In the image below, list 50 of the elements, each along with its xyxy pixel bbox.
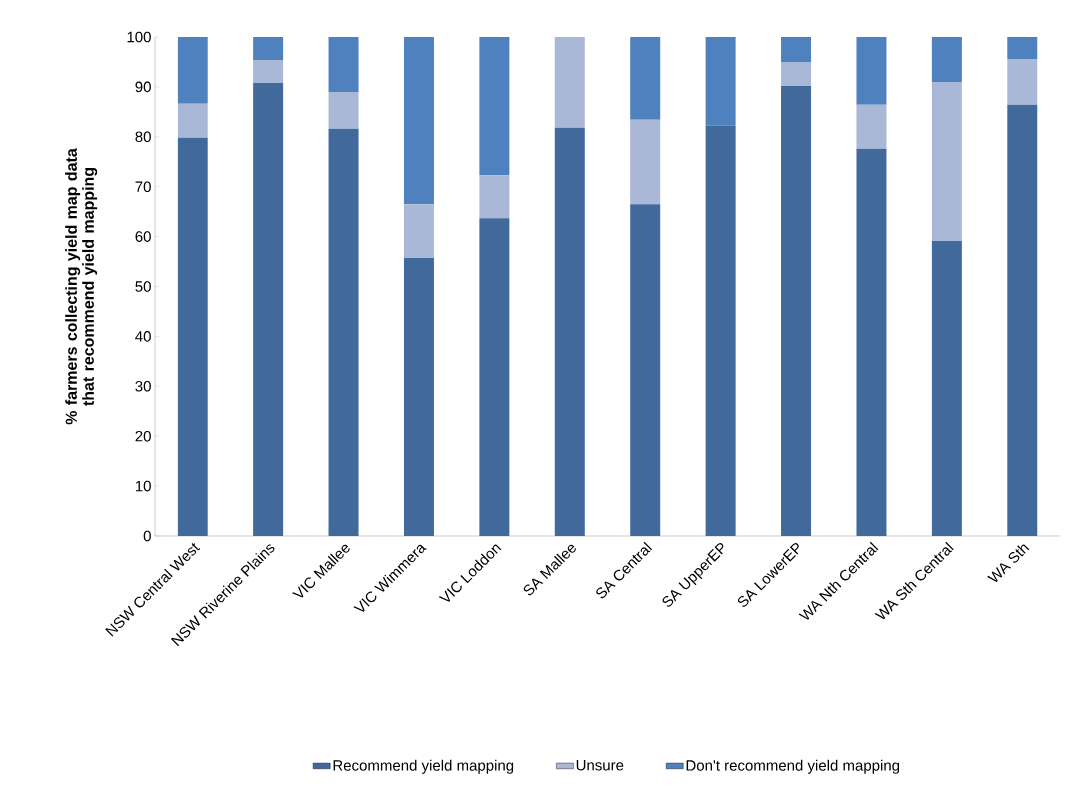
bar bbox=[253, 36, 284, 60]
bar bbox=[177, 103, 208, 138]
y-tick-label: 90 bbox=[135, 81, 151, 93]
bar bbox=[328, 36, 359, 92]
bar bbox=[856, 148, 887, 536]
bar bbox=[856, 36, 887, 105]
y-tick-label: 70 bbox=[135, 181, 151, 192]
y-tick-label: 100 bbox=[127, 31, 151, 43]
y-tick-label: 20 bbox=[135, 430, 151, 442]
bar bbox=[479, 175, 510, 219]
y-tick-label: 30 bbox=[135, 380, 151, 392]
bar bbox=[403, 204, 434, 259]
bar bbox=[705, 36, 736, 126]
bar bbox=[253, 59, 284, 83]
bar bbox=[403, 36, 434, 205]
bar bbox=[705, 125, 736, 536]
bar bbox=[931, 241, 962, 536]
bar bbox=[931, 36, 962, 82]
bar bbox=[781, 61, 812, 86]
bar bbox=[177, 36, 208, 104]
x-tick-label: WA Sth bbox=[987, 544, 1030, 583]
bar bbox=[554, 36, 585, 128]
y-axis-title: % farmers collecting yield map data that recommend yield mapping bbox=[65, 148, 98, 425]
bar bbox=[630, 36, 661, 120]
y-tick-label: 40 bbox=[135, 331, 151, 342]
bar bbox=[931, 81, 962, 242]
bar bbox=[630, 119, 661, 205]
bar bbox=[328, 91, 359, 129]
bar bbox=[781, 85, 812, 536]
bar bbox=[781, 36, 812, 62]
bar bbox=[1007, 104, 1038, 536]
legend-label: Unsure bbox=[576, 760, 624, 771]
bar bbox=[403, 258, 434, 536]
y-tick-label: 10 bbox=[135, 480, 151, 492]
bar bbox=[1007, 36, 1038, 59]
y-tick-label: 60 bbox=[135, 231, 151, 242]
legend-label: Don't recommend yield mapping bbox=[686, 759, 900, 774]
bar bbox=[1007, 58, 1038, 105]
y-tick-label: 50 bbox=[135, 281, 151, 292]
bar bbox=[554, 127, 585, 536]
y-tick-label: 0 bbox=[143, 530, 151, 542]
bar bbox=[253, 82, 284, 536]
bar bbox=[479, 218, 510, 536]
bar bbox=[630, 204, 661, 536]
y-tick-label: 80 bbox=[135, 131, 151, 143]
bar bbox=[856, 104, 887, 149]
bar bbox=[177, 137, 208, 536]
bar bbox=[479, 36, 510, 176]
bar bbox=[328, 128, 359, 536]
legend-label: Recommend yield mapping bbox=[333, 759, 514, 774]
